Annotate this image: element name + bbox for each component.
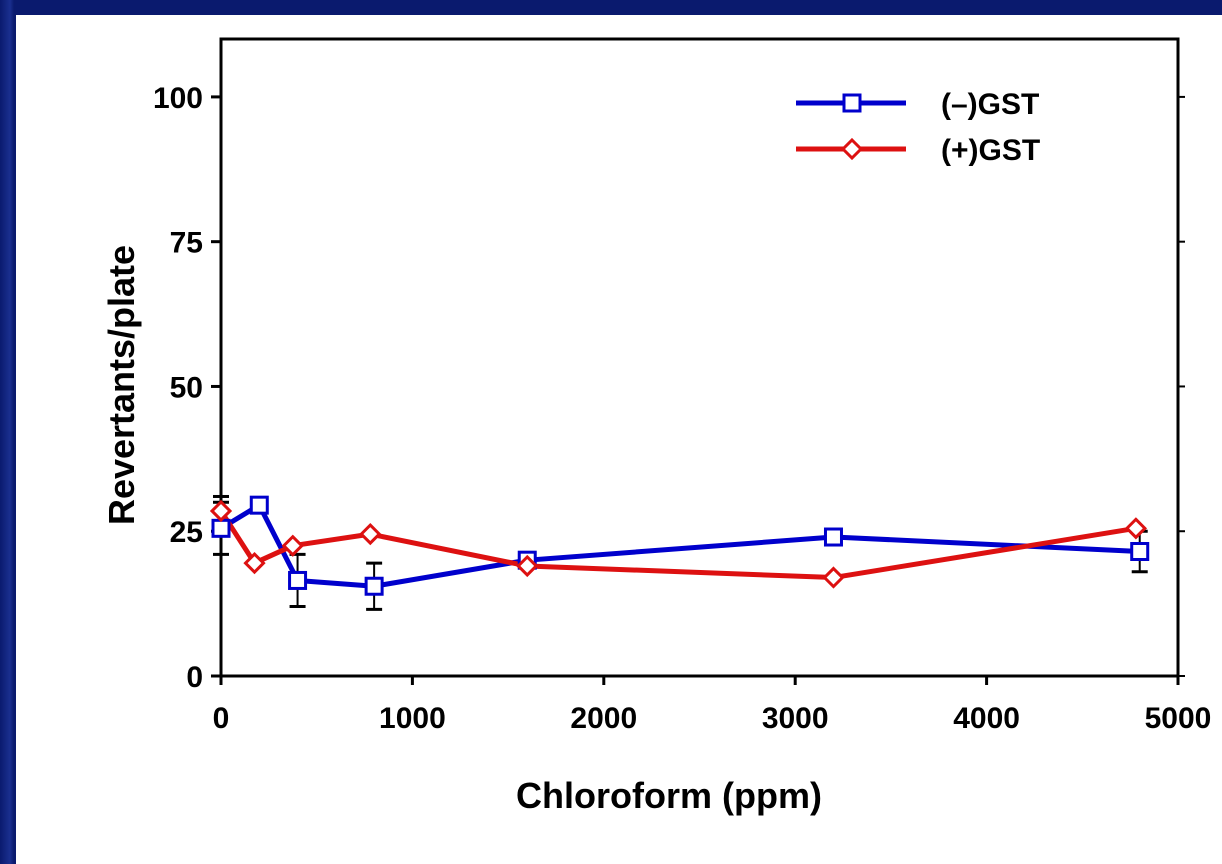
legend-label: (+)GST: [941, 134, 1040, 167]
y-tick-label: 0: [186, 661, 203, 694]
x-tick-label: 0: [213, 702, 230, 735]
data-point-diamond: [209, 499, 233, 523]
data-point-diamond: [516, 554, 539, 578]
data-point-square: [823, 527, 843, 547]
x-ticks: 0 1000 2000 3000 4000 5000: [213, 676, 1212, 735]
chart: 0 1000 2000 3000 4000 5000 0 25 50 75 100 Chlorof…: [101, 37, 1212, 816]
legend-label: (–)GST: [941, 88, 1039, 121]
y-ticks: 0 25 50 75 100: [153, 82, 1185, 694]
data-point-diamond: [281, 534, 304, 557]
axes: [219, 37, 1180, 678]
series-lines: [218, 502, 1140, 589]
legend-marker-square: [842, 93, 862, 113]
data-point-diamond: [822, 566, 845, 589]
data-point-diamond: [243, 551, 266, 575]
data-point-square: [364, 576, 384, 596]
data-point-square: [288, 570, 308, 590]
legend-marker-diamond: [840, 137, 864, 161]
x-tick-label: 5000: [1145, 702, 1212, 735]
x-tick-label: 3000: [762, 702, 829, 735]
data-point-diamond: [359, 523, 382, 546]
data-point-diamond: [1124, 517, 1148, 540]
data-point-square: [211, 518, 231, 538]
series-markers: [209, 495, 1150, 596]
error-bars: [213, 494, 1148, 611]
y-tick-label: 25: [170, 516, 203, 549]
legend: (–)GST (+)GST: [796, 88, 1040, 167]
y-tick-label: 50: [170, 371, 203, 404]
data-point-square: [1130, 541, 1150, 561]
x-tick-label: 4000: [953, 702, 1020, 735]
y-axis-label: Revertants/plate: [101, 245, 142, 525]
x-tick-label: 1000: [379, 702, 446, 735]
x-axis-label: Chloroform (ppm): [516, 775, 822, 816]
data-point-square: [249, 495, 269, 515]
plot-frame: [219, 37, 1180, 678]
slide-background: 0 1000 2000 3000 4000 5000 0 25 50 75 100 Chlorof…: [16, 15, 1222, 864]
x-tick-label: 2000: [570, 702, 637, 735]
y-tick-label: 100: [153, 82, 203, 115]
y-tick-label: 75: [170, 227, 203, 260]
